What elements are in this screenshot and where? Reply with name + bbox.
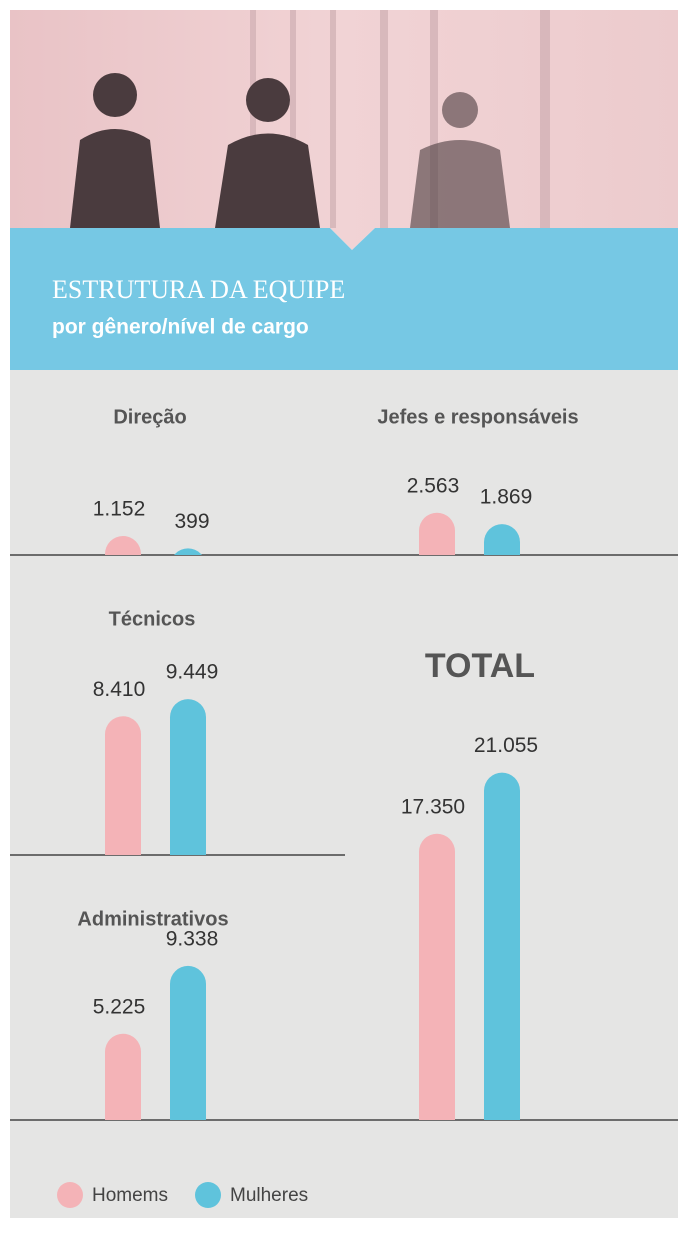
- value-label: 8.410: [93, 678, 146, 701]
- header: ESTRUTURA DA EQUIPE por gênero/nível de …: [10, 228, 678, 370]
- bar: [484, 524, 520, 555]
- bar: [419, 833, 455, 1120]
- header-title: ESTRUTURA DA EQUIPE: [52, 275, 345, 304]
- value-label: 2.563: [407, 474, 460, 497]
- legend-label: Mulheres: [230, 1185, 308, 1206]
- value-label: 9.449: [166, 661, 219, 684]
- legend-swatch: [57, 1182, 83, 1208]
- chart-title: Direção: [113, 406, 186, 428]
- bar: [105, 1033, 141, 1120]
- bar: [419, 512, 455, 555]
- chart-title: Jefes e responsáveis: [377, 406, 578, 428]
- bar: [105, 716, 141, 855]
- value-label: 399: [174, 510, 209, 533]
- chart-title: Técnicos: [109, 608, 196, 630]
- photo: [10, 10, 678, 250]
- value-label: 9.338: [166, 927, 219, 950]
- chart-title: Administrativos: [77, 908, 228, 930]
- charts: Direção 1.152 399 Jefes e responsáveis 2.563…: [77, 406, 579, 1120]
- chart-title: TOTAL: [425, 647, 535, 685]
- legend-swatch: [195, 1182, 221, 1208]
- bar: [105, 535, 141, 555]
- value-label: 1.869: [480, 486, 533, 509]
- value-label: 5.225: [93, 995, 146, 1018]
- value-label: 21.055: [474, 734, 538, 757]
- bar: [174, 548, 202, 555]
- bar: [170, 965, 206, 1120]
- value-label: 1.152: [93, 498, 146, 521]
- header-subtitle: por gênero/nível de cargo: [52, 316, 309, 339]
- legend: Homems Mulheres: [57, 1182, 308, 1208]
- bar: [484, 772, 520, 1120]
- legend-label: Homems: [92, 1185, 168, 1206]
- value-label: 17.350: [401, 795, 465, 818]
- bar: [170, 699, 206, 855]
